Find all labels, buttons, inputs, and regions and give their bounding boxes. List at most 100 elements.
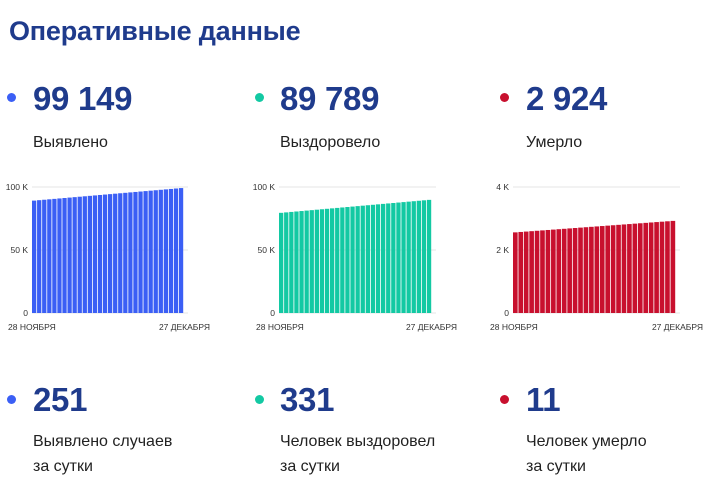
y-tick-label: 100 K: [253, 182, 276, 192]
bar: [153, 190, 158, 313]
bar: [314, 209, 319, 313]
y-tick-label: 50 K: [258, 245, 276, 255]
bar: [589, 226, 594, 313]
bar: [330, 208, 335, 313]
chart-recovered: 100 K 50 K 0 28 НОЯБРЯ 27 ДЕКАБРЯ: [253, 182, 457, 332]
bar: [335, 207, 340, 313]
bar: [648, 222, 654, 313]
stat-label: Выздоровело: [280, 134, 381, 151]
bar: [391, 202, 396, 313]
y-tick-label: 2 K: [496, 245, 509, 255]
bar: [72, 197, 77, 313]
bar: [567, 228, 572, 313]
y-tick-label: 4 K: [496, 182, 509, 192]
bar: [401, 202, 406, 313]
bar: [37, 200, 42, 313]
bar: [396, 202, 401, 313]
y-tick-label: 50 K: [11, 245, 29, 255]
bar: [294, 211, 299, 313]
stat-label-line2: за сутки: [33, 458, 93, 475]
bar: [621, 224, 627, 313]
y-tick-label: 100 K: [6, 182, 29, 192]
bar: [513, 232, 518, 313]
bar: [350, 206, 355, 313]
bar: [355, 206, 360, 313]
bar: [92, 195, 98, 313]
bar: [381, 203, 386, 313]
page-title: Оперативные данные: [9, 16, 301, 46]
bar: [128, 192, 133, 313]
bar: [163, 189, 168, 313]
bar: [406, 201, 411, 313]
bar: [386, 203, 391, 313]
bar: [360, 205, 365, 313]
bar: [279, 212, 284, 313]
bar: [365, 205, 370, 313]
stat-label-line1: Человек умерло: [526, 433, 647, 450]
bar: [375, 204, 381, 313]
dot-icon: [500, 395, 509, 404]
bar: [594, 226, 600, 313]
bar: [561, 228, 567, 313]
bar: [616, 224, 621, 313]
x-end-label: 27 ДЕКАБРЯ: [652, 322, 703, 332]
bar: [340, 207, 345, 313]
bar: [370, 204, 376, 313]
bar: [82, 196, 87, 313]
bar: [578, 227, 583, 313]
bar: [304, 210, 309, 313]
bar: [52, 198, 57, 313]
bar: [138, 191, 143, 313]
bar: [102, 194, 108, 313]
bar: [523, 231, 529, 313]
x-start-label: 28 НОЯБРЯ: [256, 322, 304, 332]
bar: [670, 220, 676, 313]
bar: [426, 199, 432, 313]
x-start-label: 28 НОЯБРЯ: [8, 322, 56, 332]
bar: [168, 188, 174, 313]
stat-value: 2 924: [526, 80, 608, 117]
stat-value: 99 149: [33, 80, 133, 117]
bar: [57, 198, 62, 313]
dot-icon: [500, 93, 509, 102]
y-tick-label: 0: [23, 308, 28, 318]
bar: [123, 192, 128, 313]
stat-label-line1: Выявлено случаев: [33, 433, 173, 450]
stat-label: Умерло: [526, 134, 583, 151]
bar: [545, 229, 551, 313]
bar: [299, 211, 304, 313]
bar: [654, 222, 659, 313]
bar: [637, 223, 643, 313]
bar: [540, 230, 545, 313]
bar: [113, 193, 118, 313]
bar: [324, 208, 330, 313]
bar: [67, 197, 72, 313]
dot-icon: [255, 93, 264, 102]
bar: [599, 226, 605, 313]
bar: [148, 190, 153, 313]
y-tick-label: 0: [270, 308, 275, 318]
stat-label-line1: Человек выздоровел: [280, 433, 436, 450]
bar: [32, 200, 37, 313]
bar: [158, 189, 163, 313]
y-tick-label: 0: [504, 308, 509, 318]
bar: [583, 227, 589, 313]
bar: [610, 225, 616, 313]
bar: [572, 228, 578, 313]
bar: [665, 221, 670, 313]
bar: [551, 229, 556, 313]
bar: [411, 201, 416, 313]
stat-label-line2: за сутки: [526, 458, 586, 475]
bar: [416, 200, 421, 313]
bar: [87, 195, 92, 313]
bar: [605, 225, 610, 313]
stat-value: 331: [280, 381, 335, 418]
stat-label: Выявлено: [33, 134, 108, 151]
bar: [643, 222, 649, 313]
bar: [42, 199, 47, 313]
bar: [627, 224, 632, 313]
stat-value: 89 789: [280, 80, 380, 117]
stat-value: 11: [526, 381, 561, 418]
bar: [534, 230, 540, 313]
dot-icon: [7, 93, 16, 102]
